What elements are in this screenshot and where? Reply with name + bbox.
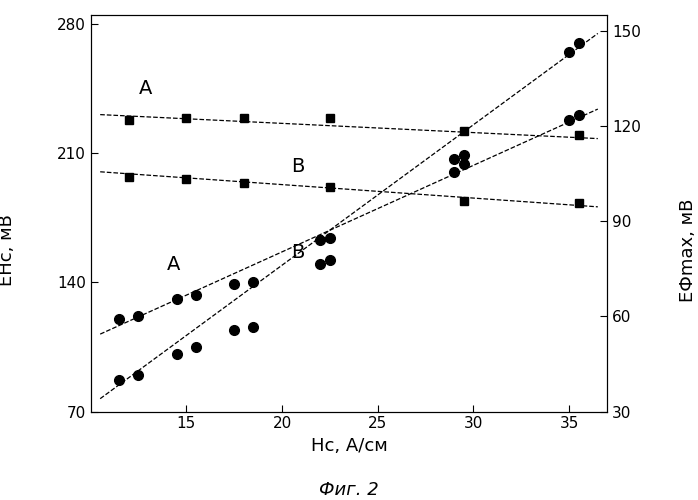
X-axis label: Нс, А/см: Нс, А/см <box>311 437 387 455</box>
Text: A: A <box>138 80 152 98</box>
Text: B: B <box>292 157 305 176</box>
Text: B: B <box>292 244 305 262</box>
Text: A: A <box>168 254 181 274</box>
Text: EНс, мВ: EНс, мВ <box>0 214 16 286</box>
Text: EФmax, мВ: EФmax, мВ <box>678 198 697 302</box>
Text: Фиг. 2: Фиг. 2 <box>319 481 379 499</box>
Y-axis label: ESSS, мВ: ESSS, мВ <box>0 499 1 500</box>
